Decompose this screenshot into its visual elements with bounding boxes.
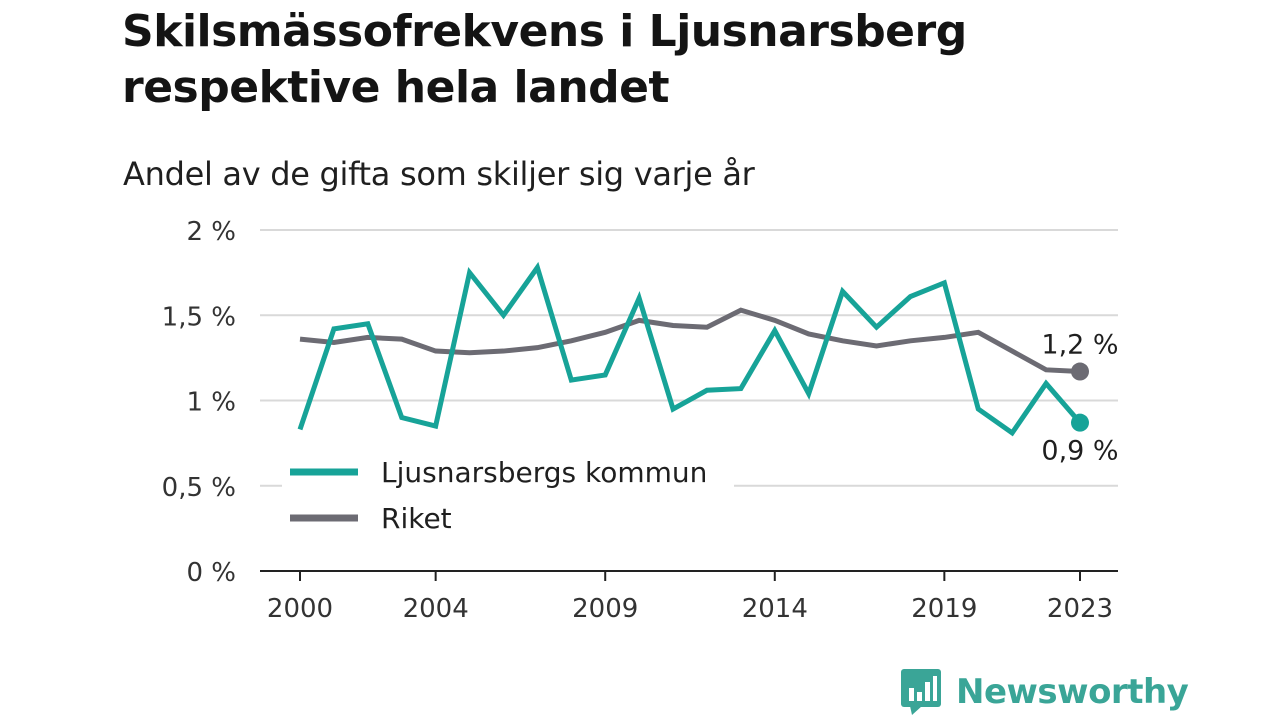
newsworthy-logo-icon xyxy=(901,669,941,715)
x-tick-label: 2019 xyxy=(911,594,977,624)
y-tick-label: 0,5 % xyxy=(162,473,236,503)
y-tick-label: 2 % xyxy=(186,217,236,247)
x-tick-label: 2000 xyxy=(267,594,333,624)
brand-name: Newsworthy xyxy=(956,672,1189,712)
x-tick-label: 2009 xyxy=(572,594,638,624)
y-tick-label: 1 % xyxy=(186,388,236,418)
chart-title: Skilsmässofrekvens i Ljusnarsberg respek… xyxy=(122,6,967,113)
end-labels: 0,9 % 1,2 % xyxy=(1041,330,1118,467)
x-tick-label: 2014 xyxy=(742,594,808,624)
x-tick-label: 2023 xyxy=(1047,594,1113,624)
y-tick-label: 1,5 % xyxy=(162,302,236,332)
series-line-kommun xyxy=(297,261,1082,437)
chart-subtitle: Andel av de gifta som skiljer sig varje … xyxy=(123,155,755,193)
gridlines xyxy=(260,229,1118,572)
y-axis-ticks: 0 % 0,5 % 1 % 1,5 % 2 % xyxy=(162,217,236,588)
y-tick-label: 0 % xyxy=(186,558,236,588)
legend-label-riket: Riket xyxy=(381,502,452,535)
newsworthy-logo: Newsworthy xyxy=(900,668,1189,716)
legend-background xyxy=(282,452,734,544)
legend: Ljusnarsbergs kommun Riket xyxy=(282,452,734,544)
end-label-kommun: 0,9 % xyxy=(1041,436,1118,467)
series-line-riket xyxy=(299,307,1081,375)
series-lines xyxy=(297,261,1089,437)
x-axis-ticks: 2000 2004 2009 2014 2019 2023 xyxy=(267,571,1113,624)
end-point-kommun xyxy=(1071,413,1089,432)
end-label-riket: 1,2 % xyxy=(1041,330,1118,361)
end-point-riket xyxy=(1071,362,1089,381)
legend-label-kommun: Ljusnarsbergs kommun xyxy=(381,456,707,489)
x-tick-label: 2004 xyxy=(403,594,469,624)
